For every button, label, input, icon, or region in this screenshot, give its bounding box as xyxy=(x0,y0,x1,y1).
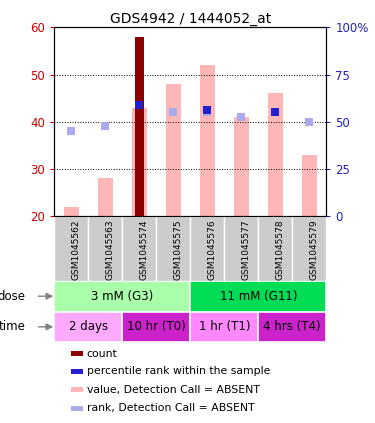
Text: GSM1045579: GSM1045579 xyxy=(309,219,318,280)
Text: 3 mM (G3): 3 mM (G3) xyxy=(91,290,153,303)
Bar xyxy=(64,206,79,216)
Text: GSM1045578: GSM1045578 xyxy=(275,219,284,280)
Bar xyxy=(190,311,258,342)
Text: GSM1045562: GSM1045562 xyxy=(71,219,80,280)
Text: time: time xyxy=(0,320,26,333)
Text: GSM1045577: GSM1045577 xyxy=(241,219,250,280)
Bar xyxy=(302,155,317,216)
Text: 11 mM (G11): 11 mM (G11) xyxy=(219,290,297,303)
Text: value, Detection Call = ABSENT: value, Detection Call = ABSENT xyxy=(87,385,260,395)
Text: 10 hr (T0): 10 hr (T0) xyxy=(127,320,186,333)
Bar xyxy=(268,93,283,216)
Text: 4 hrs (T4): 4 hrs (T4) xyxy=(264,320,321,333)
Bar xyxy=(70,369,83,374)
Bar xyxy=(135,37,144,216)
Bar xyxy=(88,216,122,281)
Bar xyxy=(258,311,326,342)
Text: 2 days: 2 days xyxy=(69,320,108,333)
Bar xyxy=(190,216,224,281)
Text: dose: dose xyxy=(0,290,26,303)
Bar xyxy=(54,281,190,311)
Text: GSM1045574: GSM1045574 xyxy=(140,219,148,280)
Title: GDS4942 / 1444052_at: GDS4942 / 1444052_at xyxy=(110,12,271,27)
Bar xyxy=(200,65,215,216)
Bar xyxy=(70,406,83,411)
Bar xyxy=(156,216,190,281)
Bar xyxy=(70,351,83,356)
Text: GSM1045575: GSM1045575 xyxy=(173,219,182,280)
Bar xyxy=(54,311,122,342)
Bar xyxy=(98,179,113,216)
Bar xyxy=(70,387,83,392)
Bar xyxy=(132,107,147,216)
Text: percentile rank within the sample: percentile rank within the sample xyxy=(87,366,270,376)
Bar xyxy=(122,216,156,281)
Text: GSM1045563: GSM1045563 xyxy=(105,219,114,280)
Text: 1 hr (T1): 1 hr (T1) xyxy=(198,320,250,333)
Bar xyxy=(190,281,326,311)
Text: GSM1045576: GSM1045576 xyxy=(207,219,216,280)
Bar xyxy=(292,216,326,281)
Bar xyxy=(54,216,88,281)
Bar xyxy=(224,216,258,281)
Bar xyxy=(166,84,181,216)
Bar xyxy=(234,117,249,216)
Bar xyxy=(122,311,190,342)
Text: rank, Detection Call = ABSENT: rank, Detection Call = ABSENT xyxy=(87,403,254,413)
Text: count: count xyxy=(87,349,117,359)
Bar xyxy=(258,216,292,281)
